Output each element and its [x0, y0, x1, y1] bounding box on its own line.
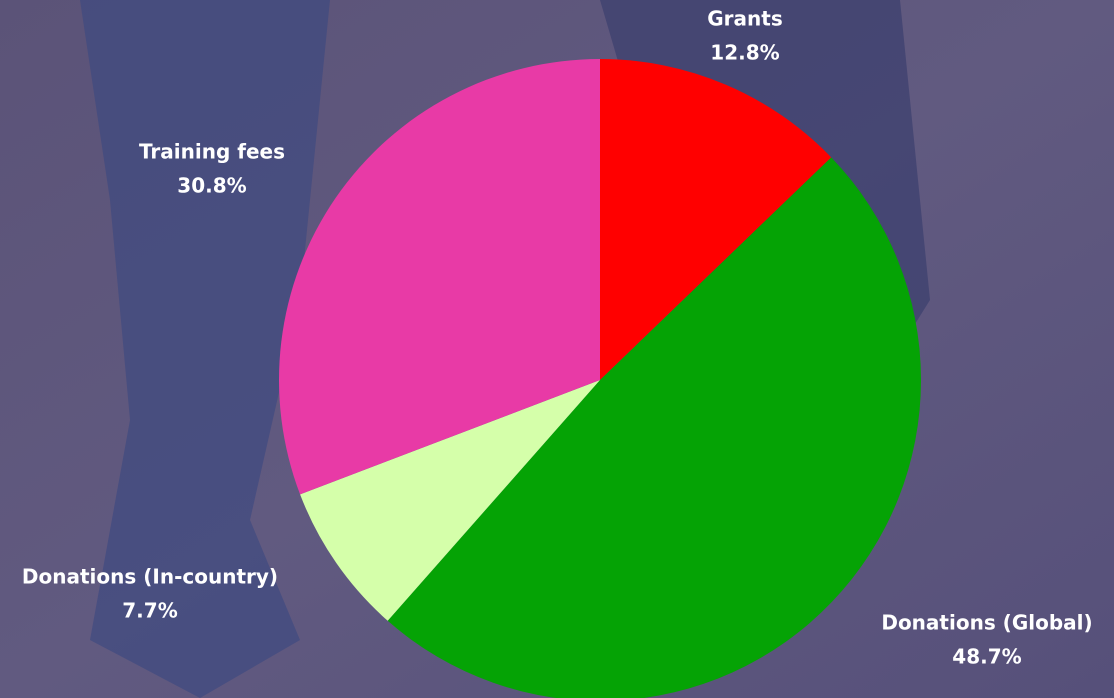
slice-value: 48.7% [952, 645, 1021, 669]
slice-name: Training fees [139, 140, 285, 164]
pie-slice [279, 59, 600, 495]
pie-slice [600, 59, 832, 380]
pie-slice [300, 380, 600, 621]
pie [279, 59, 921, 698]
slice-name: Grants [707, 7, 782, 31]
labels: Grants 12.8% Donations (Global) 48.7% Donati… [22, 7, 1093, 669]
pie-slice [387, 157, 921, 698]
slice-value: 12.8% [710, 41, 779, 65]
slice-value: 7.7% [122, 599, 177, 623]
background-figure [80, 0, 330, 698]
slice-value: 30.8% [177, 174, 246, 198]
slice-name: Donations (In-country) [22, 565, 278, 589]
slice-name: Donations (Global) [881, 611, 1092, 635]
